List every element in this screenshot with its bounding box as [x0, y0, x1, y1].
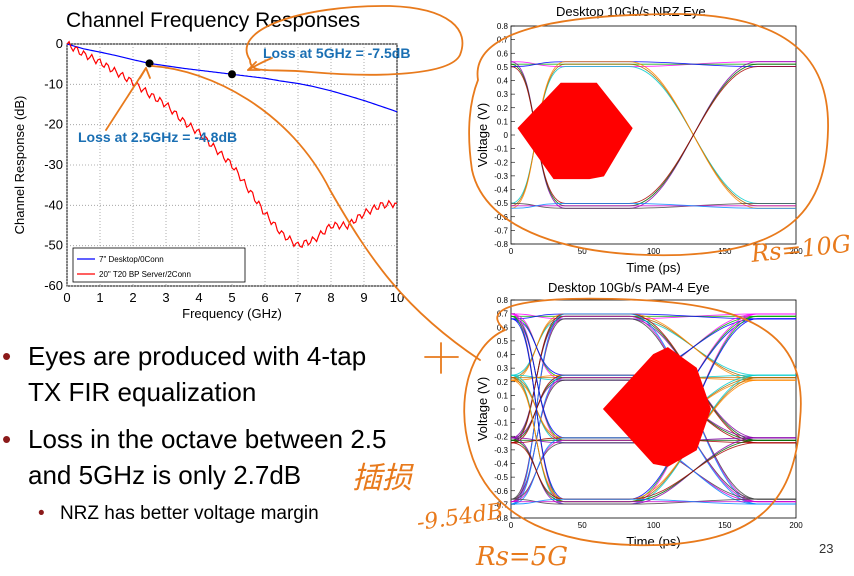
y-tick-label: 0.2 [497, 378, 509, 387]
y-tick-label: 0 [504, 131, 509, 140]
y-tick-label: -30 [44, 157, 63, 172]
y-axis-label: Channel Response (dB) [12, 96, 27, 235]
sub-bullet: • NRZ has better voltage margin [38, 503, 319, 525]
y-tick-label: 0.7 [497, 36, 509, 45]
y-tick-label: -0.1 [494, 145, 508, 154]
loss-25ghz-annotation: Loss at 2.5GHz = -4.8dB [78, 129, 238, 145]
y-tick-label: -0.5 [494, 199, 508, 208]
y-tick-label: 0.5 [497, 337, 509, 346]
y-tick-label: -0.7 [494, 500, 508, 509]
y-tick-label: 0 [56, 36, 63, 51]
x-tick-label: 200 [789, 247, 803, 256]
x-tick-label: 50 [578, 521, 587, 530]
x-tick-label: 200 [789, 521, 803, 530]
y-tick-label: -0.6 [494, 487, 508, 496]
x-axis-label: Frequency (GHz) [182, 306, 282, 321]
legend-entry: 20" T20 BP Server/2Conn [99, 270, 191, 279]
x-tick-label: 5 [228, 290, 235, 305]
x-tick-label: 3 [162, 290, 169, 305]
page-number: 23 [819, 541, 834, 556]
y-axis-label: Voltage (V) [475, 103, 490, 167]
handwriting-chinese: 插损 [352, 461, 414, 496]
y-tick-label: 0.1 [497, 391, 509, 400]
y-tick-label: 0.8 [497, 22, 509, 31]
x-tick-label: 8 [327, 290, 334, 305]
x-tick-label: 7 [294, 290, 301, 305]
x-tick-label: 1 [96, 290, 103, 305]
y-tick-label: -40 [44, 197, 63, 212]
frequency-response-chart: 0 1 2 3 4 5 6 7 8 9 10 0 -10 -20 -30 -40 -50 -60 Frequency… [12, 36, 404, 321]
x-tick-label: 9 [360, 290, 367, 305]
nrz-eye-title: Desktop 10Gb/s NRZ Eye [556, 4, 706, 19]
y-tick-label: 0.1 [497, 117, 509, 126]
sub-bullet-text: NRZ has better voltage margin [59, 503, 319, 524]
x-tick-label: 10 [390, 290, 404, 305]
y-tick-label: 0.8 [497, 296, 509, 305]
y-tick-label: -0.2 [494, 432, 508, 441]
x-tick-label: 6 [261, 290, 268, 305]
bullet-2-line-2: and 5GHz is only 2.7dB [28, 460, 302, 490]
y-tick-label: 0.6 [497, 49, 509, 58]
pam4-eye-title: Desktop 10Gb/s PAM-4 Eye [548, 280, 710, 295]
y-tick-label: 0.3 [497, 90, 509, 99]
x-tick-label: 0 [509, 247, 514, 256]
sub-bullet-marker: • [38, 503, 45, 524]
x-tick-label: 2 [129, 290, 136, 305]
y-tick-label: 0.5 [497, 63, 509, 72]
y-tick-label: -20 [44, 117, 63, 132]
x-tick-label: 100 [647, 521, 661, 530]
x-tick-label: 4 [195, 290, 202, 305]
legend-entry: 7" Desktop/0Conn [99, 255, 164, 264]
x-tick-label: 0 [63, 290, 70, 305]
x-tick-label: 150 [718, 521, 732, 530]
x-tick-label: 0 [509, 521, 514, 530]
y-tick-label: -10 [44, 76, 63, 91]
y-tick-label: -50 [44, 238, 63, 253]
bullet-2-line-1: Loss in the octave between 2.5 [28, 424, 387, 454]
x-axis-label: Time (ps) [626, 260, 680, 275]
y-tick-label: 0.2 [497, 104, 509, 113]
data-marker [228, 70, 236, 79]
bullet-marker: • [2, 341, 12, 371]
y-tick-label: 0.3 [497, 364, 509, 373]
bullet-marker: • [2, 424, 12, 454]
y-tick-label: -60 [44, 278, 63, 293]
bullet-1-line-1: Eyes are produced with 4-tap [28, 341, 367, 371]
y-tick-label: 0 [504, 405, 509, 414]
y-tick-label: -0.7 [494, 226, 508, 235]
y-tick-label: -0.5 [494, 473, 508, 482]
y-tick-label: -0.2 [494, 158, 508, 167]
nrz-eye-diagram: 0.8 0.7 0.6 0.5 0.4 0.3 0.2 0.1 0 -0.1 -0.2 -0.3 -0.… [475, 22, 803, 275]
y-tick-label: -0.3 [494, 446, 508, 455]
x-tick-label: 150 [718, 247, 732, 256]
bullet-1-line-2: TX FIR equalization [28, 377, 257, 407]
y-tick-label: -0.4 [494, 460, 508, 469]
y-tick-label: 0.7 [497, 310, 509, 319]
y-tick-label: -0.8 [494, 514, 508, 523]
y-tick-label: -0.4 [494, 186, 508, 195]
y-tick-label: -0.8 [494, 240, 508, 249]
x-axis-label: Time (ps) [626, 534, 680, 549]
x-tick-label: 50 [578, 247, 587, 256]
y-axis-label: Voltage (V) [475, 377, 490, 441]
data-marker [145, 59, 154, 68]
pam4-eye-diagram: 0.8 0.7 0.6 0.5 0.4 0.3 0.2 0.1 0 -0.1 -0.2 -0.3 -0.… [475, 296, 803, 549]
loss-5ghz-annotation: Loss at 5GHz = -7.5dB [263, 45, 411, 61]
y-tick-label: 0.6 [497, 323, 509, 332]
x-tick-label: 100 [647, 247, 661, 256]
y-tick-label: -0.3 [494, 172, 508, 181]
y-tick-label: 0.4 [497, 351, 509, 360]
y-tick-label: -0.6 [494, 213, 508, 222]
y-tick-label: -0.1 [494, 419, 508, 428]
y-tick-label: 0.4 [497, 77, 509, 86]
